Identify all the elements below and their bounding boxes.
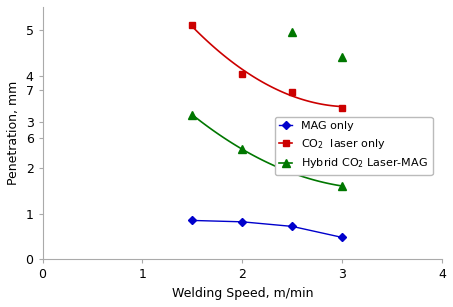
Y-axis label: Penetration, mm: Penetration, mm [7,81,20,185]
Legend: MAG only, CO$_2$  laser only, Hybrid CO$_2$ Laser-MAG: MAG only, CO$_2$ laser only, Hybrid CO$_… [275,117,433,175]
X-axis label: Welding Speed, m/min: Welding Speed, m/min [172,287,313,300]
